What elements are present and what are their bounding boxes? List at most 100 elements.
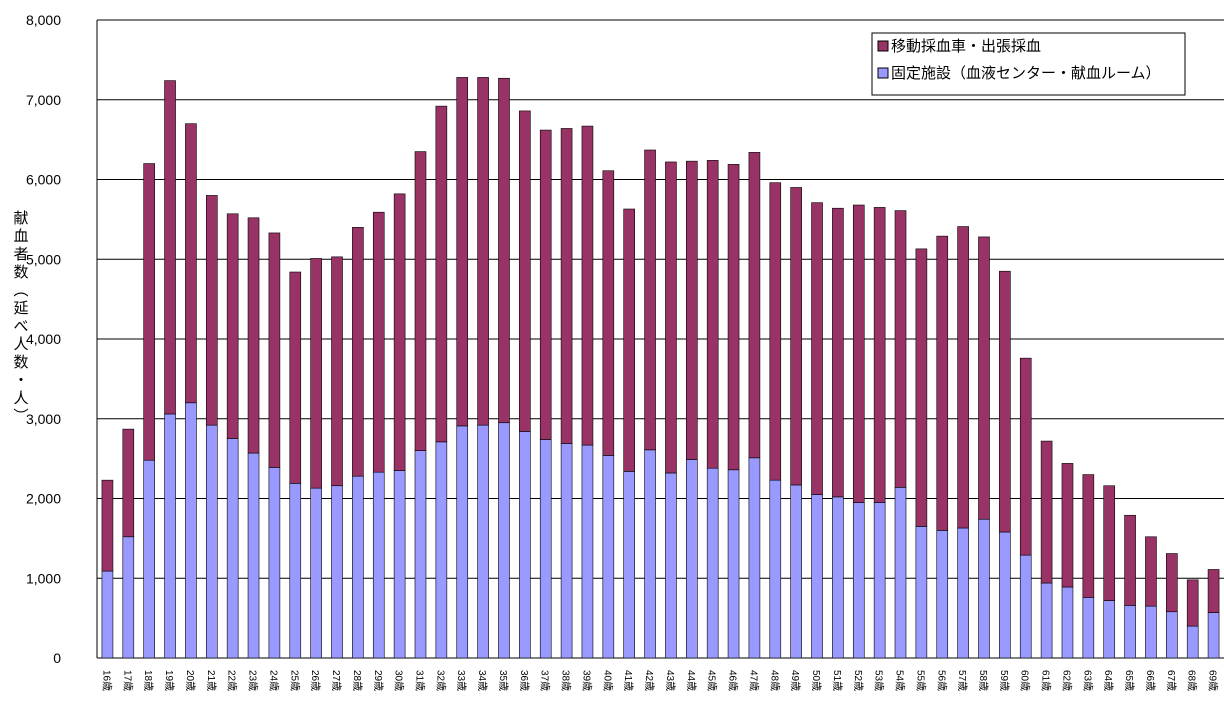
- bar-segment: [1061, 463, 1074, 588]
- legend-box: [871, 32, 1186, 96]
- bar-segment: [811, 494, 823, 659]
- bar-segment: [602, 455, 615, 659]
- y-axis-label: 献血者数（延べ人数・人）: [12, 210, 29, 426]
- x-tick-label: 26歳: [309, 670, 321, 691]
- bar-segment: [936, 235, 949, 531]
- x-tick-label: 67歳: [1165, 670, 1177, 691]
- bar-segment: [686, 459, 698, 659]
- x-tick-label: 19歳: [163, 670, 175, 691]
- bar-segment: [164, 413, 176, 659]
- bar-segment: [1145, 536, 1157, 607]
- y-tick-label: 0: [53, 650, 61, 666]
- bar-segment: [1040, 582, 1053, 659]
- bar-segment: [915, 248, 928, 527]
- bar-segment: [122, 536, 135, 659]
- x-tick-label: 21歳: [205, 670, 217, 691]
- bar-segment: [915, 526, 928, 659]
- x-tick-label: 56歳: [935, 670, 947, 691]
- y-tick-label: 5,000: [26, 251, 61, 267]
- bar-segment: [498, 422, 510, 659]
- bar-segment: [435, 441, 448, 659]
- bar-segment: [414, 151, 427, 451]
- x-tick-label: 53歳: [873, 670, 885, 691]
- bar-segment: [539, 129, 552, 440]
- bar-segment: [978, 236, 990, 520]
- x-tick-label: 68歳: [1186, 670, 1198, 691]
- x-tick-label: 24歳: [267, 670, 279, 691]
- bar-segment: [727, 164, 740, 471]
- x-tick-label: 65歳: [1123, 670, 1135, 691]
- bar-segment: [623, 471, 635, 659]
- bar-segment: [247, 217, 260, 454]
- x-tick-label: 46歳: [727, 670, 739, 691]
- x-tick-label: 32歳: [434, 670, 446, 691]
- x-tick-label: 34歳: [476, 670, 488, 691]
- bar-segment: [748, 152, 761, 459]
- bar-segment: [1166, 553, 1178, 613]
- bar-segment: [393, 193, 406, 471]
- bar-segment: [393, 470, 406, 659]
- bar-segment: [1186, 625, 1199, 659]
- bar-segment: [143, 459, 155, 659]
- bar-segment: [372, 471, 385, 659]
- x-tick-label: 45歳: [706, 670, 718, 691]
- y-tick-label: 8,000: [26, 12, 61, 28]
- x-tick-label: 33歳: [455, 670, 467, 691]
- bar-segment: [706, 160, 719, 469]
- x-tick-label: 52歳: [852, 670, 864, 691]
- bar-segment: [1207, 612, 1220, 659]
- y-tick-label: 2,000: [26, 491, 61, 507]
- bar-segment: [519, 110, 531, 432]
- bar-segment: [1103, 600, 1116, 659]
- x-tick-label: 60歳: [1019, 670, 1031, 691]
- y-tick-label: 1,000: [26, 570, 61, 586]
- bar-segment: [205, 424, 218, 659]
- x-tick-label: 51歳: [831, 670, 843, 691]
- x-tick-label: 69歳: [1207, 670, 1219, 691]
- bar-segment: [226, 438, 239, 659]
- bar-segment: [1019, 554, 1032, 659]
- bar-segment: [122, 428, 135, 538]
- bar-segment: [1019, 357, 1032, 556]
- bar-segment: [1082, 597, 1095, 659]
- bar-segment: [852, 204, 865, 503]
- bar-segment: [1082, 474, 1095, 598]
- bar-segment: [414, 450, 427, 659]
- bar-segment: [999, 531, 1011, 659]
- bar-segment: [811, 202, 823, 495]
- bar-segment: [978, 518, 990, 659]
- x-tick-label: 39歳: [580, 670, 592, 691]
- x-tick-label: 37歳: [539, 670, 551, 691]
- x-tick-label: 42歳: [643, 670, 655, 691]
- x-tick-label: 58歳: [977, 670, 989, 691]
- x-tick-label: 66歳: [1144, 670, 1156, 691]
- bar-segment: [581, 125, 594, 446]
- bar-segment: [1145, 605, 1157, 659]
- bar-segment: [957, 527, 969, 659]
- x-tick-label: 44歳: [685, 670, 697, 691]
- bar-segment: [894, 487, 907, 659]
- x-tick-label: 38歳: [560, 670, 572, 691]
- bar-segment: [873, 502, 886, 659]
- bar-segment: [560, 128, 573, 444]
- x-tick-label: 20歳: [184, 670, 196, 691]
- bar-segment: [185, 123, 197, 404]
- x-tick-label: 40歳: [601, 670, 613, 691]
- x-tick-label: 25歳: [288, 670, 300, 691]
- x-tick-label: 48歳: [768, 670, 780, 691]
- bar-segment: [999, 270, 1011, 533]
- bar-segment: [873, 207, 886, 503]
- x-tick-label: 49歳: [789, 670, 801, 691]
- bar-segment: [1124, 605, 1136, 659]
- x-tick-label: 61歳: [1040, 670, 1052, 691]
- x-tick-label: 17歳: [121, 670, 133, 691]
- bar-segment: [101, 479, 114, 572]
- x-tick-label: 23歳: [247, 670, 259, 691]
- bar-segment: [832, 496, 844, 659]
- bar-segment: [1040, 440, 1053, 584]
- bar-segment: [1103, 485, 1116, 601]
- legend-swatch: [877, 40, 889, 52]
- x-tick-label: 35歳: [497, 670, 509, 691]
- x-tick-label: 29歳: [372, 670, 384, 691]
